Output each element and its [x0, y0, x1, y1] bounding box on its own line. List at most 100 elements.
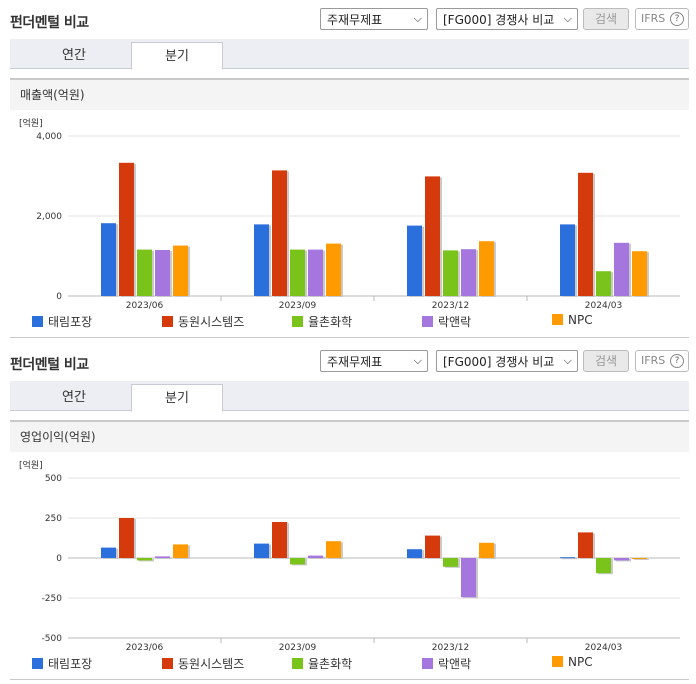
- chevron-down-icon: ⌵: [563, 354, 572, 367]
- bar-동원시스템즈[interactable]: [425, 535, 440, 558]
- panel-header: 펀더멘털 비교 주재무제표 ⌵ [FG000] 경쟁사 비교 ⌵ 검색 IFRS…: [0, 0, 696, 38]
- bar-동원시스템즈[interactable]: [272, 522, 287, 558]
- bar-동원시스템즈[interactable]: [119, 162, 134, 296]
- bar-NPC[interactable]: [479, 241, 494, 296]
- ifrs-button[interactable]: IFRS ?: [635, 350, 689, 372]
- operating-profit-bar-chart: [억원] -500 -250 0 250 500 2023/06 2023/09 2023/12…: [19, 459, 680, 653]
- x-tick-label: 2024/03: [585, 301, 622, 311]
- tab-annual[interactable]: 연간: [62, 390, 86, 405]
- help-icon[interactable]: ?: [670, 354, 684, 368]
- legend-label: NPC: [568, 655, 593, 669]
- legend-label: 태림포장: [48, 315, 93, 329]
- bar-태림포장[interactable]: [407, 549, 422, 558]
- tab-quarterly[interactable]: 분기: [131, 42, 223, 70]
- x-tick-label: 2023/12: [432, 643, 469, 653]
- bar-NPC[interactable]: [173, 245, 188, 296]
- x-tick-label: 2023/06: [126, 643, 164, 653]
- panel-title: 펀더멘털 비교: [10, 15, 89, 31]
- ifrs-button[interactable]: IFRS ?: [635, 8, 689, 30]
- search-button[interactable]: 검색: [583, 8, 629, 30]
- legend-item[interactable]: 동원시스템즈: [162, 655, 244, 672]
- bar-락앤락[interactable]: [614, 558, 629, 561]
- legend-item[interactable]: NPC: [552, 313, 593, 327]
- bar-동원시스템즈[interactable]: [119, 518, 134, 558]
- bar-락앤락[interactable]: [155, 250, 170, 296]
- x-tick-label: 2023/09: [279, 301, 317, 311]
- bar-NPC[interactable]: [173, 544, 188, 558]
- y-tick-label: 0: [56, 292, 62, 302]
- peer-group-select[interactable]: [FG000] 경쟁사 비교 ⌵: [436, 350, 578, 372]
- statement-type-select[interactable]: 주재무제표 ⌵: [320, 8, 428, 30]
- legend-item[interactable]: 태림포장: [32, 313, 92, 330]
- bar-NPC[interactable]: [632, 251, 647, 296]
- legend-label: 동원시스템즈: [178, 657, 245, 671]
- bar-shadow: [634, 559, 649, 560]
- bar-NPC[interactable]: [632, 558, 647, 559]
- chevron-down-icon: ⌵: [563, 12, 572, 25]
- fundamental-panel-operating-profit: 펀더멘털 비교 주재무제표 ⌵ [FG000] 경쟁사 비교 ⌵ 검색 IFRS…: [0, 342, 696, 380]
- statement-type-value: 주재무제표: [327, 13, 383, 27]
- y-tick-label: 500: [45, 474, 62, 484]
- y-tick-label: 4,000: [36, 132, 62, 142]
- bar-동원시스템즈[interactable]: [578, 172, 593, 296]
- legend-item[interactable]: 태림포장: [32, 655, 92, 672]
- bar-shadow: [562, 558, 577, 560]
- bar-태림포장[interactable]: [560, 224, 575, 296]
- legend-item[interactable]: 락앤락: [422, 655, 471, 672]
- bar-율촌화학[interactable]: [290, 558, 305, 565]
- bar-락앤락[interactable]: [461, 249, 476, 296]
- y-unit-label: [억원]: [19, 459, 43, 471]
- ifrs-label: IFRS: [641, 12, 666, 25]
- y-tick-label: -500: [42, 634, 63, 644]
- help-icon[interactable]: ?: [670, 12, 684, 26]
- tab-quarterly[interactable]: 분기: [131, 384, 223, 412]
- bar-태림포장[interactable]: [254, 543, 269, 558]
- tab-annual[interactable]: 연간: [62, 48, 86, 63]
- bar-율촌화학[interactable]: [137, 249, 152, 296]
- x-tick-label: 2023/06: [126, 301, 164, 311]
- bar-율촌화학[interactable]: [596, 558, 611, 574]
- revenue-bar-chart: [억원] 0 2,000 4,000 2023/06 2023/09 2023/12 2024…: [19, 117, 680, 311]
- bar-태림포장[interactable]: [254, 224, 269, 296]
- period-tabs: 연간 분기: [10, 39, 689, 70]
- bar-율촌화학[interactable]: [596, 271, 611, 296]
- x-tick-label: 2023/12: [432, 301, 469, 311]
- bar-락앤락[interactable]: [308, 555, 323, 558]
- legend-swatch: [162, 316, 173, 327]
- bar-락앤락[interactable]: [614, 242, 629, 296]
- bar-태림포장[interactable]: [101, 223, 116, 296]
- legend-item[interactable]: 율촌화학: [292, 313, 352, 330]
- statement-type-value: 주재무제표: [327, 355, 383, 369]
- legend-item[interactable]: 율촌화학: [292, 655, 352, 672]
- bar-락앤락[interactable]: [155, 556, 170, 558]
- bar-동원시스템즈[interactable]: [425, 176, 440, 296]
- bar-NPC[interactable]: [326, 243, 341, 296]
- legend-label: 태림포장: [48, 657, 93, 671]
- search-button[interactable]: 검색: [583, 350, 629, 372]
- bar-태림포장[interactable]: [407, 225, 422, 296]
- legend-swatch: [552, 314, 563, 325]
- bar-락앤락[interactable]: [461, 558, 476, 598]
- statement-type-select[interactable]: 주재무제표 ⌵: [320, 350, 428, 372]
- legend-swatch: [32, 658, 43, 669]
- bar-NPC[interactable]: [479, 542, 494, 558]
- bar-율촌화학[interactable]: [290, 249, 305, 296]
- bar-NPC[interactable]: [326, 541, 341, 558]
- bar-율촌화학[interactable]: [443, 250, 458, 296]
- bar-동원시스템즈[interactable]: [272, 170, 287, 296]
- y-tick-label: 0: [56, 554, 62, 564]
- bar-율촌화학[interactable]: [137, 558, 152, 561]
- legend-item[interactable]: 락앤락: [422, 313, 471, 330]
- bar-락앤락[interactable]: [308, 249, 323, 296]
- bar-태림포장[interactable]: [101, 547, 116, 558]
- bar-율촌화학[interactable]: [443, 558, 458, 567]
- legend-item[interactable]: NPC: [552, 655, 593, 669]
- bar-shadow: [157, 557, 172, 559]
- bar-태림포장[interactable]: [560, 557, 575, 559]
- chart-legend: 태림포장 동원시스템즈 율촌화학 락앤락 NPC: [10, 313, 689, 329]
- bar-동원시스템즈[interactable]: [578, 532, 593, 558]
- peer-group-select[interactable]: [FG000] 경쟁사 비교 ⌵: [436, 8, 578, 30]
- legend-swatch: [292, 658, 303, 669]
- legend-item[interactable]: 동원시스템즈: [162, 313, 244, 330]
- chart-box-operating-profit: 영업이익(억원): [10, 420, 689, 680]
